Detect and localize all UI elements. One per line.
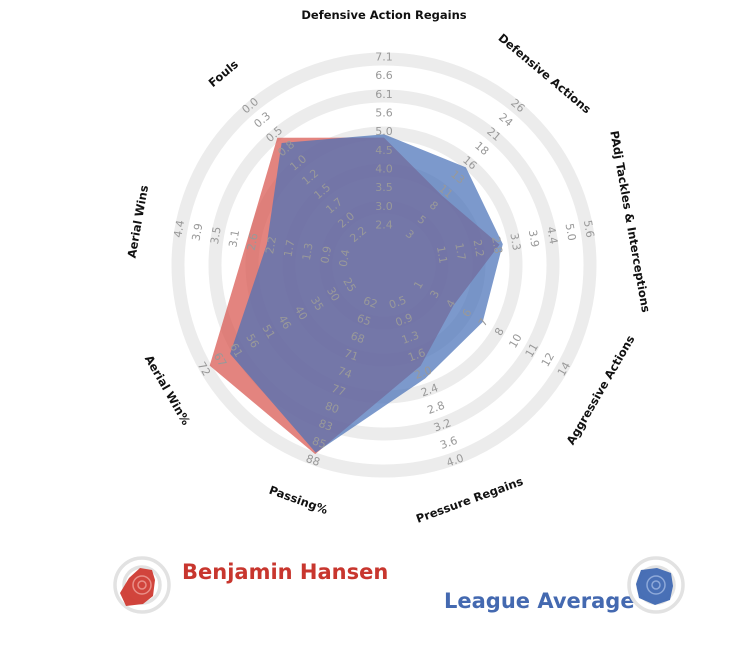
- tick-label: 0.5: [387, 293, 408, 311]
- tick-label: 2.8: [489, 235, 505, 254]
- tick-label: 0.4: [337, 248, 353, 267]
- player-legend-name: Benjamin Hansen: [182, 560, 389, 584]
- tick-label: 6.6: [375, 69, 393, 82]
- tick-label: 56: [243, 332, 261, 351]
- tick-label: 2.6: [245, 232, 261, 251]
- axis-label: Fouls: [206, 57, 241, 90]
- tick-label: 88: [304, 452, 322, 469]
- axis-label: Aerial Win%: [142, 353, 194, 428]
- tick-label: 1.1: [434, 245, 450, 264]
- tick-label: 4.5: [375, 144, 393, 157]
- axis-label: Pressure Regains: [414, 474, 525, 526]
- ring-4: [208, 89, 560, 441]
- tick-label: 65: [355, 312, 373, 329]
- tick-label: 5.6: [581, 219, 597, 238]
- tick-label: 24: [496, 111, 515, 130]
- tick-label: 0.9: [394, 311, 415, 329]
- tick-label: 14: [555, 360, 573, 379]
- axis-label: Aerial Wins: [125, 184, 152, 259]
- tick-label: 3.0: [375, 200, 393, 213]
- tick-label: 4.0: [445, 451, 466, 469]
- tick-label: 85: [310, 434, 328, 451]
- tick-label: 2.4: [375, 219, 393, 232]
- ring-5: [171, 52, 597, 478]
- tick-label: 62: [361, 294, 379, 311]
- tick-label: 12: [539, 350, 557, 369]
- tick-label: 61: [227, 341, 245, 360]
- tick-label: 1.3: [400, 329, 421, 347]
- tick-label: 71: [342, 347, 360, 364]
- axis-label: Passing%: [267, 483, 330, 517]
- tick-label: 11: [523, 341, 541, 360]
- tick-label: 72: [195, 360, 213, 379]
- tick-label: 5.6: [375, 107, 393, 120]
- tick-label: 35: [308, 294, 326, 313]
- tick-label: 0.9: [318, 245, 334, 264]
- tick-label: 1.7: [282, 239, 298, 258]
- tick-label: 1.3: [300, 242, 316, 261]
- tick-label: 77: [330, 382, 348, 399]
- tick-label: 80: [323, 399, 341, 416]
- tick-label: 4.0: [375, 163, 393, 176]
- tick-label: 2.2: [471, 239, 487, 258]
- tick-label: 83: [317, 417, 335, 434]
- player-legend-icon: [113, 556, 171, 619]
- tick-label: 3.9: [526, 229, 542, 248]
- tick-label: 51: [259, 322, 277, 341]
- tick-labels: 2.43.03.54.04.55.05.66.16.67.13581113161…: [171, 51, 596, 470]
- tick-label: 46: [276, 313, 294, 332]
- axis-label: Defensive Action Regains: [301, 8, 466, 22]
- tick-label: 1.7: [452, 242, 468, 261]
- tick-label: 2.4: [419, 381, 440, 399]
- tick-label: 67: [211, 350, 229, 369]
- tick-label: 5.0: [563, 222, 579, 241]
- series-polygon-2: [230, 134, 503, 453]
- tick-label: 3.1: [226, 229, 242, 248]
- average-legend-icon: [627, 556, 685, 619]
- tick-label: 3.3: [507, 232, 523, 251]
- average-legend-name: League Average: [444, 589, 635, 613]
- tick-label: 2.0: [413, 364, 434, 382]
- tick-label: 6.1: [375, 88, 393, 101]
- tick-label: 25: [340, 276, 358, 295]
- tick-label: 3.6: [438, 434, 459, 452]
- tick-label: 3.5: [208, 226, 224, 245]
- tick-label: 30: [324, 285, 342, 304]
- tick-label: 74: [336, 364, 354, 381]
- tick-label: 1.6: [406, 346, 427, 364]
- tick-label: 4.4: [544, 226, 560, 245]
- tick-label: 4.4: [171, 219, 187, 238]
- axis-label: PAdj Tackles & Interceptions: [607, 130, 653, 314]
- tick-label: 40: [292, 304, 310, 323]
- tick-label: 10: [506, 332, 524, 351]
- radar-chart: 2.43.03.54.04.55.05.66.16.67.13581113161…: [125, 8, 654, 526]
- tick-label: 2.8: [426, 399, 447, 417]
- tick-label: 3.5: [375, 181, 393, 194]
- tick-label: 18: [472, 139, 491, 158]
- tick-label: 7.1: [375, 51, 393, 64]
- tick-label: 68: [349, 329, 367, 346]
- tick-label: 3.2: [432, 416, 453, 434]
- tick-label: 5.0: [375, 125, 393, 138]
- series-polygons: [209, 134, 503, 455]
- tick-label: 3.9: [190, 222, 206, 241]
- tick-label: 2.2: [263, 235, 279, 254]
